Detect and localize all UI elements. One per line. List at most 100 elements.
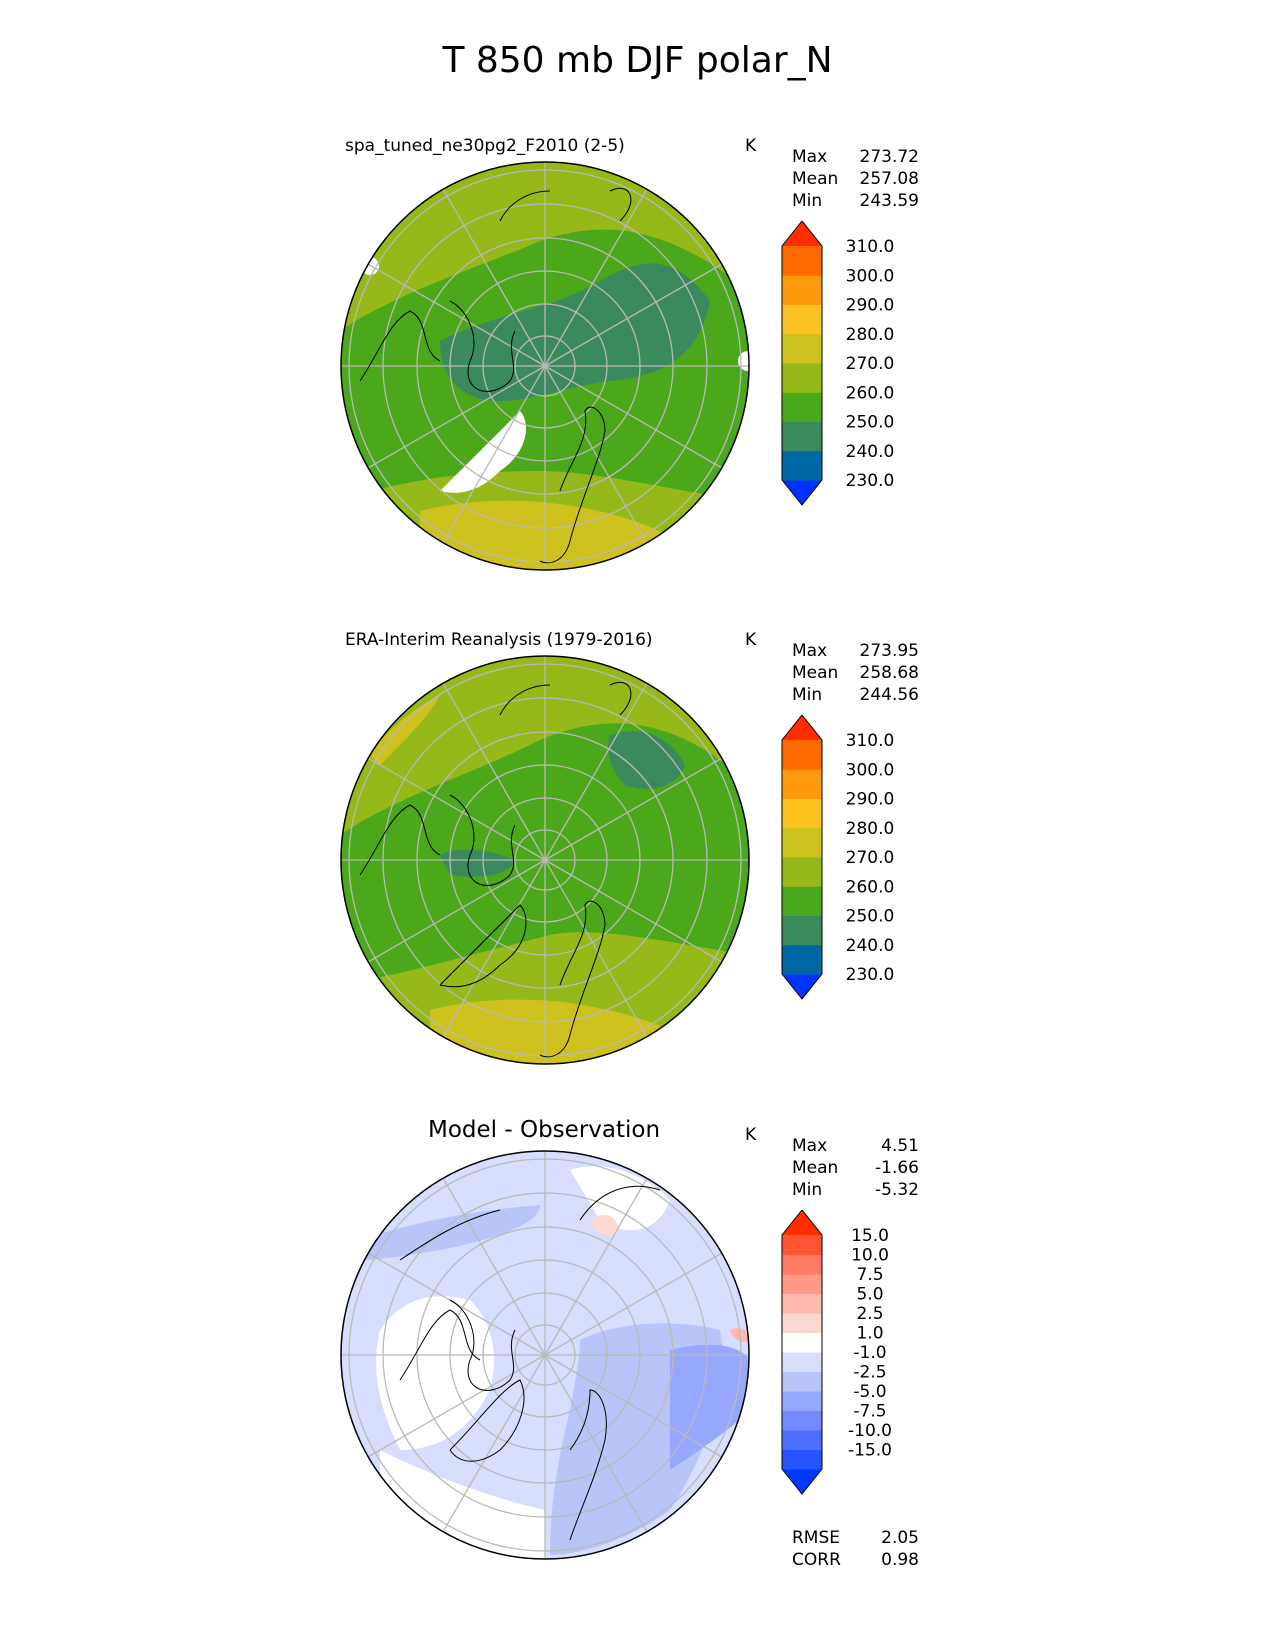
stat-max: 4.51	[881, 1136, 919, 1156]
colorbar-tick-label: -15.0	[848, 1441, 892, 1461]
stat-max: 273.72	[859, 147, 919, 167]
metric-rmse: 2.05	[881, 1528, 919, 1548]
colorbar-outline	[781, 715, 823, 1000]
metrics-block: RMSE 2.05 CORR 0.98	[792, 1528, 919, 1570]
colorbar-segment	[782, 1469, 822, 1494]
colorbar-segment	[782, 480, 822, 505]
colorbar-tick-label: 270.0	[846, 354, 895, 374]
colorbar-tick-label: 260.0	[846, 383, 895, 403]
colorbar-segment	[782, 333, 822, 364]
colorbar-segment	[782, 392, 822, 422]
units-label: K	[745, 1125, 757, 1145]
units-label: K	[745, 630, 757, 650]
stat-mean: 258.68	[859, 663, 919, 683]
colorbar-segment	[782, 1391, 822, 1411]
colorbar-tick-label: 240.0	[846, 442, 895, 462]
colorbar-segment	[782, 974, 822, 999]
figure-title: T 850 mb DJF polar_N	[442, 40, 833, 81]
colorbar-tick-label: 240.0	[846, 936, 895, 956]
colorbar-tick-label: 230.0	[846, 965, 895, 985]
stats-block: Max 273.72 Mean 257.08 Min 243.59	[792, 147, 919, 211]
region-pos1	[590, 1214, 620, 1236]
region-250	[608, 731, 685, 789]
colorbar-tick-label: 250.0	[846, 413, 895, 433]
colorbar-outline	[781, 1210, 823, 1495]
panel-title: ERA-Interim Reanalysis (1979-2016)	[345, 630, 653, 650]
stats-block: Max 273.95 Mean 258.68 Min 244.56	[792, 641, 919, 705]
polar-map	[340, 1150, 750, 1560]
colorbar-segment	[782, 827, 822, 858]
panel-observation: ERA-Interim Reanalysis (1979-2016) K Max…	[0, 630, 1275, 1100]
panel-difference: Model - Observation K Max 4.51 Mean -1.66 …	[0, 1117, 1275, 1595]
stats-block: Max 4.51 Mean -1.66 Min -5.32	[792, 1136, 919, 1200]
stat-min: 244.56	[859, 685, 919, 705]
colorbar-tick-label: 5.0	[856, 1285, 883, 1305]
colorbar-segment	[782, 1210, 822, 1235]
colorbar-segment	[782, 715, 822, 740]
stat-mean: 257.08	[859, 169, 919, 189]
colorbar-tick-label: 300.0	[846, 266, 895, 286]
colorbar-segment	[782, 1235, 822, 1255]
colorbar-tick-label: -1.0	[853, 1343, 886, 1363]
colorbar-segment	[782, 1449, 822, 1470]
colorbar-tick-label: 15.0	[851, 1226, 889, 1246]
colorbar-segment	[782, 886, 822, 916]
colorbar-segment	[782, 1371, 822, 1392]
colorbar-tick-label: 270.0	[846, 848, 895, 868]
colorbar: 310.0 300.0 290.0 280.0 270.0 260.0 250.0 240.0…	[781, 715, 895, 1000]
colorbar-segment	[782, 915, 822, 946]
coastlines	[359, 681, 632, 1058]
colorbar-segment	[782, 304, 822, 335]
colorbar-segment	[782, 944, 822, 975]
colorbar-tick-label: 260.0	[846, 877, 895, 897]
colorbar-segment	[782, 1313, 822, 1333]
colorbar-segment	[782, 1254, 822, 1275]
colorbar-segment	[782, 1274, 822, 1294]
colorbar-tick-label: 2.5	[856, 1304, 883, 1324]
colorbar-segment	[782, 221, 822, 246]
colorbar-tick-label: 310.0	[846, 237, 895, 257]
graticule	[341, 656, 749, 1064]
missing-region	[440, 411, 526, 493]
colorbar-tick-label: -10.0	[848, 1421, 892, 1441]
colorbar-tick-label: 1.0	[856, 1324, 883, 1344]
colorbar-tick-label: 230.0	[846, 471, 895, 491]
colorbar-outline	[781, 221, 823, 506]
graticule	[341, 1151, 749, 1559]
polar-map	[340, 161, 750, 571]
panel-title: spa_tuned_ne30pg2_F2010 (2-5)	[345, 136, 625, 156]
panel-model: spa_tuned_ne30pg2_F2010 (2-5) K Max 273.7…	[0, 136, 1275, 606]
colorbar-segment	[782, 246, 822, 276]
colorbar-tick-label: 7.5	[856, 1265, 883, 1285]
colorbar-segment	[782, 421, 822, 452]
colorbar-tick-label: 290.0	[846, 296, 895, 316]
colorbar-tick-label: 290.0	[846, 790, 895, 810]
colorbar-segment	[782, 363, 822, 393]
colorbar-tick-label: 250.0	[846, 907, 895, 927]
units-label: K	[745, 136, 757, 156]
stat-min: -5.32	[875, 1180, 919, 1200]
colorbar-segment	[782, 769, 822, 799]
colorbar-segment	[782, 1410, 822, 1431]
colorbar-segment	[782, 1332, 822, 1353]
colorbar-tick-label: -2.5	[853, 1363, 886, 1383]
colorbar: 15.010.07.55.02.51.0-1.0-2.5-5.0-7.5-10.…	[781, 1210, 892, 1495]
coastlines	[399, 1185, 661, 1541]
colorbar-segment	[782, 740, 822, 770]
region-neg25	[360, 1205, 540, 1260]
polar-map	[340, 655, 750, 1065]
coastlines	[359, 187, 632, 564]
colorbar-segment	[782, 1293, 822, 1314]
colorbar: 310.0 300.0 290.0 280.0 270.0 260.0 250.0 240.0…	[781, 221, 895, 506]
stat-min: 243.59	[859, 191, 919, 211]
colorbar-tick-label: 280.0	[846, 819, 895, 839]
stat-max: 273.95	[859, 641, 919, 661]
graticule	[341, 162, 749, 570]
colorbar-tick-label: -7.5	[853, 1402, 886, 1422]
colorbar-segment	[782, 1352, 822, 1372]
colorbar-segment	[782, 275, 822, 305]
stat-mean: -1.66	[875, 1158, 919, 1178]
colorbar-tick-label: 280.0	[846, 325, 895, 345]
colorbar-segment	[782, 1430, 822, 1450]
colorbar-segment	[782, 798, 822, 829]
